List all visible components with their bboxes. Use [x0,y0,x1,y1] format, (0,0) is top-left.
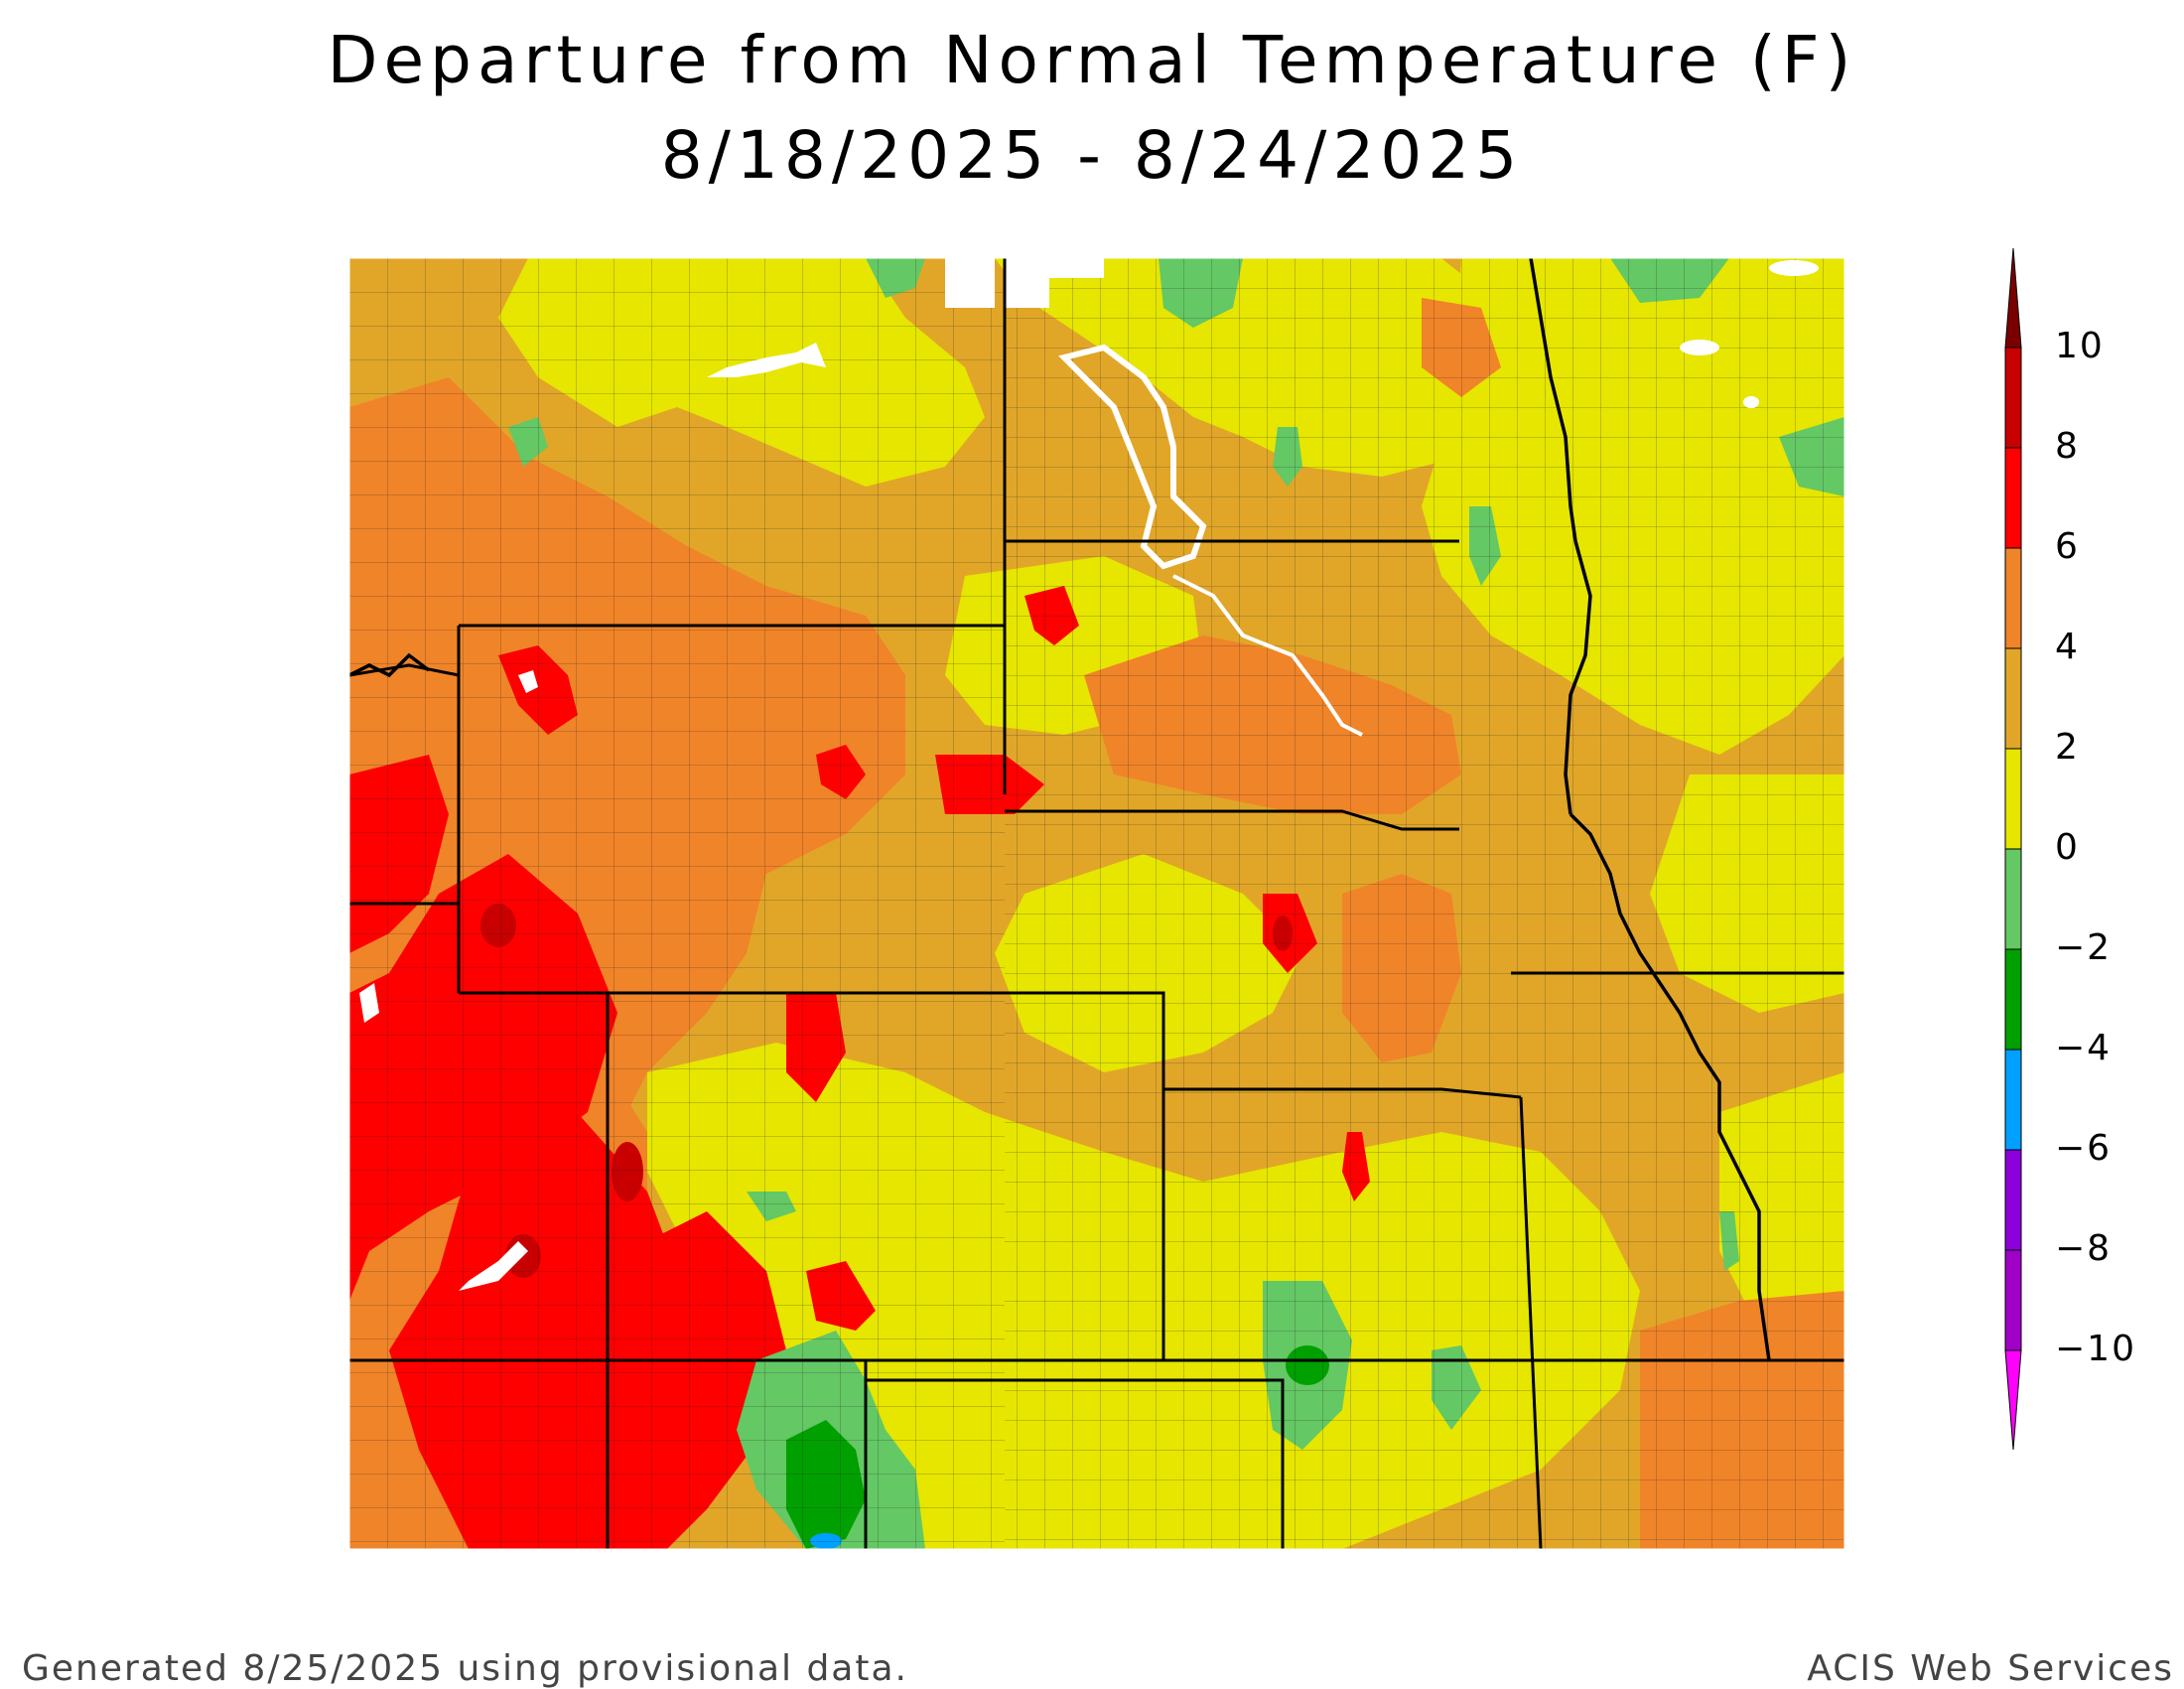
legend-tick-label: 4 [2055,627,2080,667]
lake-oahe [1058,344,1207,570]
legend-bin-top-triangle [2004,248,2022,349]
footer-source: ACIS Web Services [1807,1648,2174,1689]
legend-tick-label: 10 [2055,326,2105,366]
legend-bin [2004,848,2022,950]
legend-tick-label: 6 [2055,526,2080,567]
lake-ne-small [1769,260,1819,276]
legend-bin [2004,447,2022,549]
legend-tick-label: −10 [2055,1329,2136,1369]
county-grid-east [1005,258,1844,1549]
legend-tick-label: 2 [2055,727,2080,768]
rivers-boundaries [349,258,1771,1361]
legend-bin [2004,347,2022,449]
legend-bin [2004,1249,2022,1351]
lake-north-gap3 [1005,278,1049,308]
legend-bins [2004,248,2022,1451]
color-legend [2004,248,2022,1451]
lake-north-gap2 [1005,258,1104,278]
border-missouri [1569,812,1771,1361]
legend-tick-label: −2 [2055,927,2113,968]
border-ne-ks [1163,1087,1522,1099]
legend-bin [2004,547,2022,649]
lake-mille [1743,396,1759,408]
lake-sakakawea [707,343,826,377]
map-title: Departure from Normal Temperature (F) [327,22,1857,98]
legend-tick-label: 0 [2055,827,2080,868]
legend-bin [2004,748,2022,850]
legend-tick-label: −4 [2055,1028,2113,1068]
legend-tick-label: 8 [2055,426,2080,467]
legend-bin [2004,1049,2022,1151]
legend-bin [2004,948,2022,1051]
temperature-departure-map [349,258,1844,1549]
border-id-mt [349,663,460,677]
lake-flaming-gorge [359,983,379,1023]
lake-co-reservoir [459,1241,528,1291]
footer-generated-note: Generated 8/25/2025 using provisional da… [22,1648,908,1689]
legend-tick-label: −8 [2055,1228,2113,1269]
legend-bin [2004,1149,2022,1251]
lake-missouri-ne [1172,574,1363,737]
legend-bin [2004,647,2022,750]
border-mn-sd [1564,540,1592,815]
border-wy-mt-west [349,652,431,678]
border-sd-ne [1005,809,1459,831]
lake-north-gap1 [945,258,995,308]
state-boundaries [349,258,1844,1549]
lake-red [1680,340,1719,355]
lake-wy-yellowstone [518,670,538,693]
legend-tick-label: −6 [2055,1128,2113,1169]
legend-bin-bottom-triangle [2004,1349,2022,1451]
border-red-river [1529,258,1577,542]
map-date-range: 8/18/2025 - 8/24/2025 [660,117,1524,194]
border-ok-panhandle [866,1378,1285,1549]
border-ks-mo [1519,1096,1543,1549]
